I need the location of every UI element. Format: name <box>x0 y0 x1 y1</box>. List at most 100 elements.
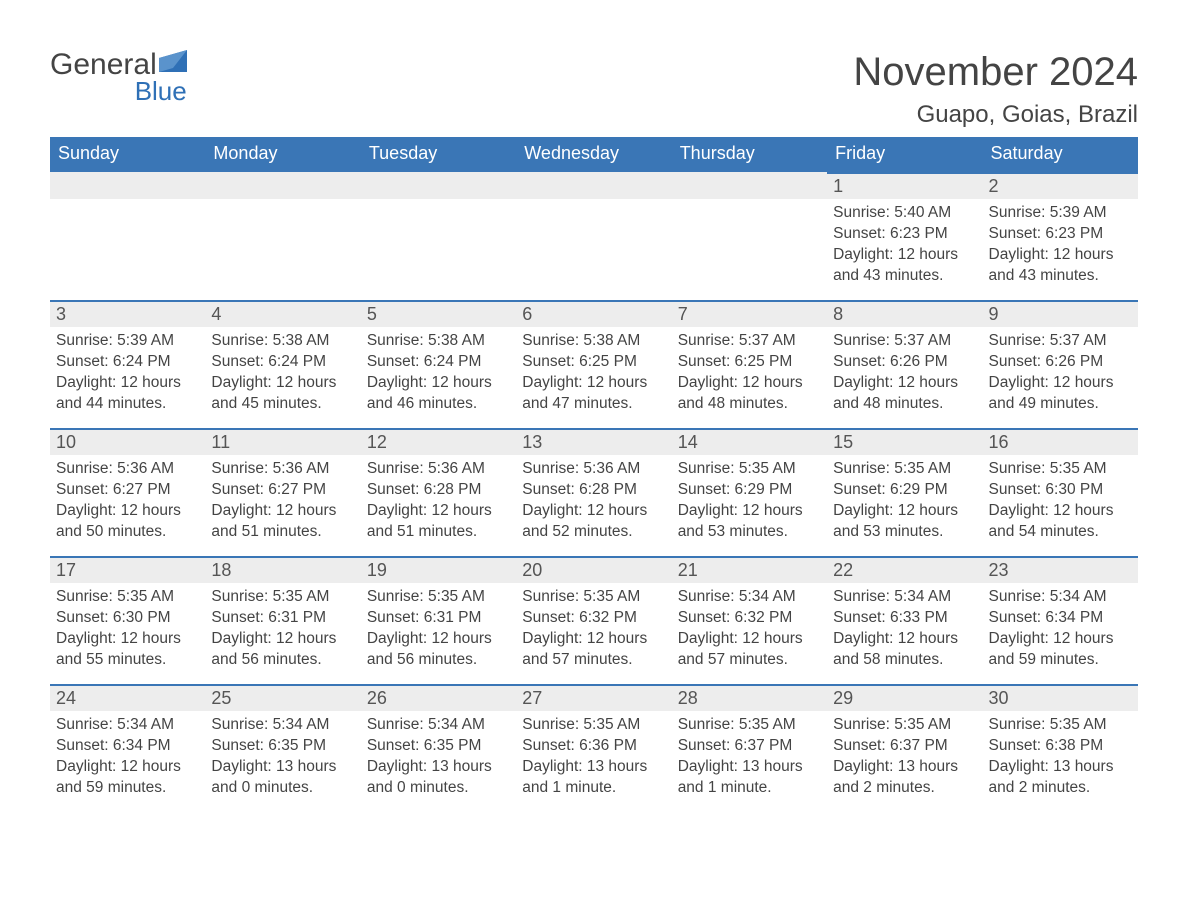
weekday-header: Wednesday <box>516 137 671 172</box>
weekday-header: Saturday <box>983 137 1138 172</box>
sunset-text: Sunset: 6:38 PM <box>989 736 1132 757</box>
sunset-text: Sunset: 6:28 PM <box>367 480 510 501</box>
day-number: 5 <box>361 300 516 327</box>
daylight-text: Daylight: 12 hours and 56 minutes. <box>367 629 510 671</box>
day-number: 19 <box>361 556 516 583</box>
month-title: November 2024 <box>853 50 1138 95</box>
sunrise-text: Sunrise: 5:36 AM <box>367 459 510 480</box>
day-body: Sunrise: 5:38 AMSunset: 6:24 PMDaylight:… <box>205 327 360 421</box>
day-number: 18 <box>205 556 360 583</box>
calendar-cell: 13Sunrise: 5:36 AMSunset: 6:28 PMDayligh… <box>516 428 671 556</box>
calendar-cell: 19Sunrise: 5:35 AMSunset: 6:31 PMDayligh… <box>361 556 516 684</box>
daylight-text: Daylight: 13 hours and 2 minutes. <box>833 757 976 799</box>
sunset-text: Sunset: 6:35 PM <box>211 736 354 757</box>
sunset-text: Sunset: 6:29 PM <box>833 480 976 501</box>
sunset-text: Sunset: 6:37 PM <box>833 736 976 757</box>
sunrise-text: Sunrise: 5:36 AM <box>211 459 354 480</box>
day-number: 9 <box>983 300 1138 327</box>
day-number: 4 <box>205 300 360 327</box>
day-number: 30 <box>983 684 1138 711</box>
calendar-cell: 22Sunrise: 5:34 AMSunset: 6:33 PMDayligh… <box>827 556 982 684</box>
weekday-header: Tuesday <box>361 137 516 172</box>
weekday-row: Sunday Monday Tuesday Wednesday Thursday… <box>50 137 1138 172</box>
calendar-cell: 28Sunrise: 5:35 AMSunset: 6:37 PMDayligh… <box>672 684 827 812</box>
day-number: 22 <box>827 556 982 583</box>
calendar-week: 17Sunrise: 5:35 AMSunset: 6:30 PMDayligh… <box>50 556 1138 684</box>
sunrise-text: Sunrise: 5:38 AM <box>367 331 510 352</box>
daylight-text: Daylight: 12 hours and 58 minutes. <box>833 629 976 671</box>
sunrise-text: Sunrise: 5:34 AM <box>833 587 976 608</box>
sunrise-text: Sunrise: 5:35 AM <box>833 715 976 736</box>
calendar-cell: 15Sunrise: 5:35 AMSunset: 6:29 PMDayligh… <box>827 428 982 556</box>
daylight-text: Daylight: 12 hours and 53 minutes. <box>678 501 821 543</box>
daynum-bar-empty <box>205 172 360 199</box>
sunrise-text: Sunrise: 5:35 AM <box>678 459 821 480</box>
sunrise-text: Sunrise: 5:37 AM <box>989 331 1132 352</box>
calendar-cell: 24Sunrise: 5:34 AMSunset: 6:34 PMDayligh… <box>50 684 205 812</box>
day-body: Sunrise: 5:38 AMSunset: 6:25 PMDaylight:… <box>516 327 671 421</box>
sunrise-text: Sunrise: 5:40 AM <box>833 203 976 224</box>
day-body: Sunrise: 5:37 AMSunset: 6:26 PMDaylight:… <box>827 327 982 421</box>
sunset-text: Sunset: 6:25 PM <box>678 352 821 373</box>
day-number: 2 <box>983 172 1138 199</box>
daylight-text: Daylight: 12 hours and 43 minutes. <box>989 245 1132 287</box>
day-body: Sunrise: 5:40 AMSunset: 6:23 PMDaylight:… <box>827 199 982 293</box>
calendar-cell: 29Sunrise: 5:35 AMSunset: 6:37 PMDayligh… <box>827 684 982 812</box>
day-number: 26 <box>361 684 516 711</box>
flag-icon <box>159 50 187 76</box>
daylight-text: Daylight: 12 hours and 51 minutes. <box>367 501 510 543</box>
sunrise-text: Sunrise: 5:35 AM <box>522 715 665 736</box>
day-body: Sunrise: 5:35 AMSunset: 6:29 PMDaylight:… <box>827 455 982 549</box>
sunrise-text: Sunrise: 5:35 AM <box>989 715 1132 736</box>
sunrise-text: Sunrise: 5:34 AM <box>211 715 354 736</box>
day-number: 23 <box>983 556 1138 583</box>
daylight-text: Daylight: 12 hours and 48 minutes. <box>833 373 976 415</box>
calendar-cell: 26Sunrise: 5:34 AMSunset: 6:35 PMDayligh… <box>361 684 516 812</box>
sunrise-text: Sunrise: 5:37 AM <box>833 331 976 352</box>
sunset-text: Sunset: 6:32 PM <box>522 608 665 629</box>
calendar-cell <box>205 172 360 300</box>
sunset-text: Sunset: 6:26 PM <box>833 352 976 373</box>
day-body: Sunrise: 5:35 AMSunset: 6:31 PMDaylight:… <box>205 583 360 677</box>
day-body: Sunrise: 5:35 AMSunset: 6:30 PMDaylight:… <box>983 455 1138 549</box>
calendar-thead: Sunday Monday Tuesday Wednesday Thursday… <box>50 137 1138 172</box>
calendar-cell: 20Sunrise: 5:35 AMSunset: 6:32 PMDayligh… <box>516 556 671 684</box>
calendar-cell: 12Sunrise: 5:36 AMSunset: 6:28 PMDayligh… <box>361 428 516 556</box>
sunset-text: Sunset: 6:29 PM <box>678 480 821 501</box>
sunset-text: Sunset: 6:31 PM <box>211 608 354 629</box>
sunrise-text: Sunrise: 5:36 AM <box>522 459 665 480</box>
day-number: 20 <box>516 556 671 583</box>
day-body: Sunrise: 5:36 AMSunset: 6:27 PMDaylight:… <box>50 455 205 549</box>
daylight-text: Daylight: 12 hours and 51 minutes. <box>211 501 354 543</box>
calendar-cell: 7Sunrise: 5:37 AMSunset: 6:25 PMDaylight… <box>672 300 827 428</box>
calendar-cell: 1Sunrise: 5:40 AMSunset: 6:23 PMDaylight… <box>827 172 982 300</box>
day-body: Sunrise: 5:36 AMSunset: 6:28 PMDaylight:… <box>361 455 516 549</box>
day-body: Sunrise: 5:35 AMSunset: 6:37 PMDaylight:… <box>827 711 982 805</box>
day-body: Sunrise: 5:35 AMSunset: 6:30 PMDaylight:… <box>50 583 205 677</box>
daylight-text: Daylight: 12 hours and 57 minutes. <box>522 629 665 671</box>
daylight-text: Daylight: 12 hours and 54 minutes. <box>989 501 1132 543</box>
sunset-text: Sunset: 6:26 PM <box>989 352 1132 373</box>
calendar-cell <box>672 172 827 300</box>
sunrise-text: Sunrise: 5:38 AM <box>522 331 665 352</box>
daynum-bar-empty <box>516 172 671 199</box>
sunrise-text: Sunrise: 5:34 AM <box>56 715 199 736</box>
calendar-cell: 25Sunrise: 5:34 AMSunset: 6:35 PMDayligh… <box>205 684 360 812</box>
calendar-cell <box>516 172 671 300</box>
sunset-text: Sunset: 6:31 PM <box>367 608 510 629</box>
location: Guapo, Goias, Brazil <box>853 101 1138 129</box>
sunset-text: Sunset: 6:34 PM <box>56 736 199 757</box>
sunrise-text: Sunrise: 5:34 AM <box>989 587 1132 608</box>
day-body: Sunrise: 5:39 AMSunset: 6:23 PMDaylight:… <box>983 199 1138 293</box>
daylight-text: Daylight: 12 hours and 44 minutes. <box>56 373 199 415</box>
calendar-cell: 5Sunrise: 5:38 AMSunset: 6:24 PMDaylight… <box>361 300 516 428</box>
sunrise-text: Sunrise: 5:36 AM <box>56 459 199 480</box>
daylight-text: Daylight: 13 hours and 1 minute. <box>522 757 665 799</box>
calendar-cell: 16Sunrise: 5:35 AMSunset: 6:30 PMDayligh… <box>983 428 1138 556</box>
calendar-cell <box>361 172 516 300</box>
day-body: Sunrise: 5:34 AMSunset: 6:35 PMDaylight:… <box>205 711 360 805</box>
weekday-header: Thursday <box>672 137 827 172</box>
sunrise-text: Sunrise: 5:38 AM <box>211 331 354 352</box>
sunset-text: Sunset: 6:27 PM <box>56 480 199 501</box>
day-number: 7 <box>672 300 827 327</box>
